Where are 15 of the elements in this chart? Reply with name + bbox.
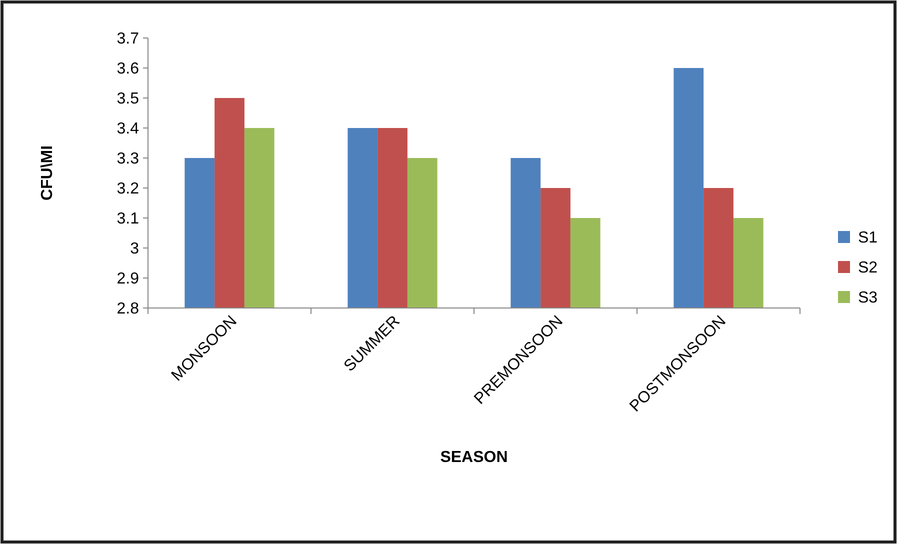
y-tick-label: 3.3 xyxy=(116,150,140,168)
x-axis-title: SEASON xyxy=(440,449,508,466)
y-tick-label: 3.5 xyxy=(116,90,140,108)
y-tick-label: 2.9 xyxy=(116,270,140,288)
legend-label: S3 xyxy=(858,290,878,307)
y-tick-label: 3.2 xyxy=(116,180,140,198)
y-tick-label: 3.7 xyxy=(116,30,140,48)
y-tick-label: 3.4 xyxy=(116,120,140,138)
legend-label: S1 xyxy=(858,230,878,247)
y-axis-title: CFU\MI xyxy=(39,145,56,201)
y-tick-label: 3.1 xyxy=(116,210,140,228)
legend-label: S2 xyxy=(858,260,878,277)
y-tick-label: 2.8 xyxy=(116,300,140,318)
y-tick-label: 3 xyxy=(130,240,140,258)
y-tick-label: 3.6 xyxy=(116,60,140,78)
